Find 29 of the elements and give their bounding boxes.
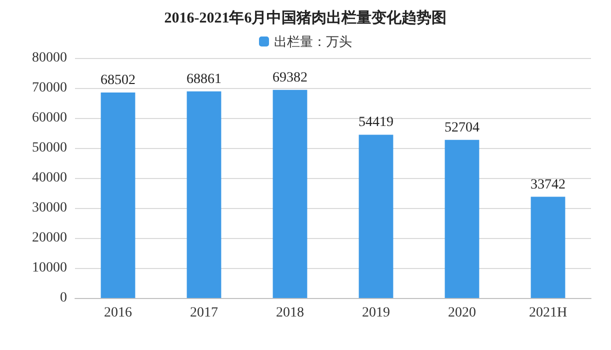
bar: [358, 134, 394, 298]
legend-label: 出栏量：万头: [274, 34, 352, 49]
y-tick-label: 10000: [32, 260, 67, 276]
data-label: 54419: [358, 115, 394, 130]
y-tick-label: 0: [60, 290, 67, 306]
bar: [530, 196, 566, 298]
y-tick-label: 50000: [32, 140, 67, 156]
y-tick-label: 20000: [32, 230, 67, 246]
x-tick-label: 2019: [362, 306, 390, 320]
x-tick-label: 2020: [448, 306, 476, 320]
x-tick-label: 2018: [276, 306, 304, 320]
bar: [100, 92, 136, 298]
y-tick-label: 70000: [32, 80, 67, 96]
data-label: 52704: [444, 120, 480, 136]
y-tick-label: 40000: [32, 170, 67, 186]
y-tick-label: 80000: [32, 50, 67, 66]
bar: [272, 90, 308, 298]
data-label: 69382: [272, 70, 308, 86]
chart-title: 2016-2021年6月中国猪肉出栏量变化趋势图: [164, 8, 447, 26]
bar: [444, 140, 480, 298]
bar: [186, 91, 222, 298]
data-label: 68502: [100, 72, 136, 88]
x-tick-label: 2016: [104, 306, 132, 320]
data-label: 68861: [186, 72, 222, 87]
x-tick-label: 2021H: [528, 306, 568, 320]
y-tick-label: 30000: [32, 200, 67, 216]
y-tick-label: 60000: [32, 110, 67, 126]
x-tick-label: 2017: [190, 306, 218, 320]
data-label: 33742: [530, 177, 566, 192]
